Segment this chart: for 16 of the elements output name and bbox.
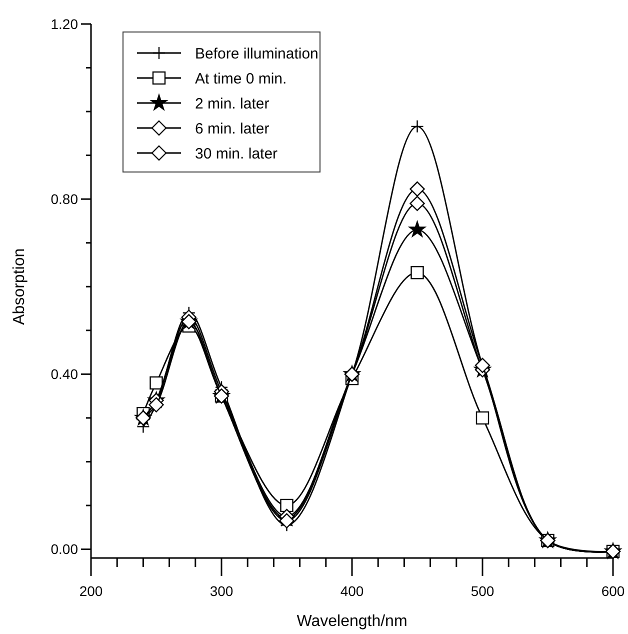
- x-tick-label: 600: [601, 583, 625, 599]
- y-tick-label: 0.80: [50, 190, 78, 207]
- legend-label: 6 min. later: [195, 120, 270, 138]
- legend-label: 30 min. later: [195, 145, 278, 162]
- y-tick-label: 0.40: [50, 366, 78, 382]
- x-tick-label: 200: [79, 583, 103, 599]
- legend-label: Before illumination: [195, 45, 318, 62]
- y-tick-label: 0.00: [50, 541, 78, 558]
- x-tick-label: 500: [470, 583, 494, 599]
- y-tick-label: 1.20: [50, 16, 78, 32]
- x-axis-title: Wavelength/nm: [296, 613, 408, 630]
- legend-label: At time 0 min.: [195, 70, 287, 88]
- x-tick-label: 400: [340, 583, 364, 599]
- y-axis-title: Absorption: [11, 248, 28, 325]
- legend-label: 2 min. later: [195, 95, 270, 112]
- x-tick-label: 300: [210, 583, 234, 599]
